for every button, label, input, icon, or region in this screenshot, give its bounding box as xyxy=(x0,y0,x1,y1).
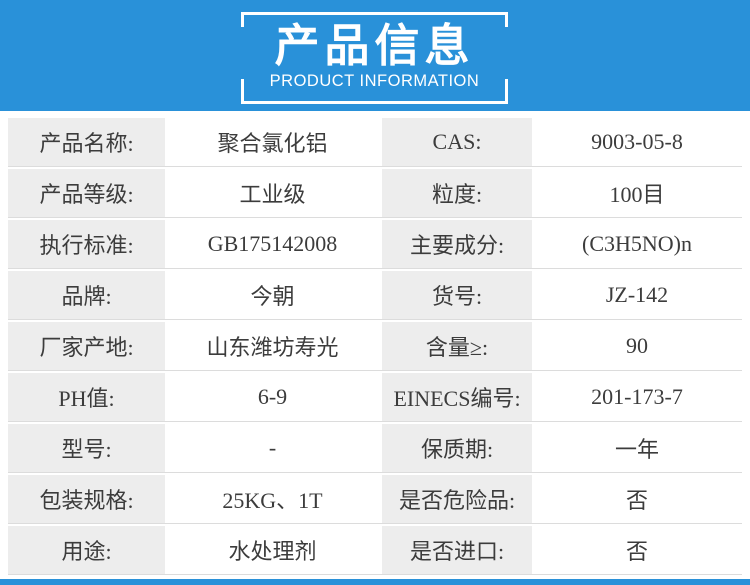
value-cell: 水处理剂 xyxy=(165,526,380,574)
table-row: 执行标准: GB175142008 主要成分: (C3H5NO)n xyxy=(8,220,742,269)
value-cell: 一年 xyxy=(532,424,742,472)
table-row: 型号: - 保质期: 一年 xyxy=(8,424,742,473)
value-cell: 25KG、1T xyxy=(165,475,380,523)
label-cell: 品牌: xyxy=(8,271,165,319)
table-row: 产品等级: 工业级 粒度: 100目 xyxy=(8,169,742,218)
label-cell: 产品名称: xyxy=(8,118,165,166)
label-cell: 保质期: xyxy=(380,424,532,472)
table-row: 厂家产地: 山东潍坊寿光 含量≥: 90 xyxy=(8,322,742,371)
frame-gap-right xyxy=(505,27,508,79)
label-cell: 是否危险品: xyxy=(380,475,532,523)
title-frame: 产品信息 PRODUCT INFORMATION xyxy=(241,12,508,104)
value-cell: 山东潍坊寿光 xyxy=(165,322,380,370)
table-row: 用途: 水处理剂 是否进口: 否 xyxy=(8,526,742,575)
label-cell: 是否进口: xyxy=(380,526,532,574)
label-cell: 产品等级: xyxy=(8,169,165,217)
page-title: 产品信息 xyxy=(274,20,475,71)
label-cell: PH值: xyxy=(8,373,165,421)
frame-gap-left xyxy=(241,27,244,79)
value-cell: 6-9 xyxy=(165,373,380,421)
value-cell: 聚合氯化铝 xyxy=(165,118,380,166)
label-cell: 包装规格: xyxy=(8,475,165,523)
value-cell: JZ-142 xyxy=(532,271,742,319)
product-spec-table: 产品名称: 聚合氯化铝 CAS: 9003-05-8 产品等级: 工业级 粒度:… xyxy=(8,118,742,577)
label-cell: 含量≥: xyxy=(380,322,532,370)
value-cell: 100目 xyxy=(532,169,742,217)
page-subtitle: PRODUCT INFORMATION xyxy=(269,71,480,90)
footer-accent-bar xyxy=(0,579,750,585)
header-banner: 产品信息 PRODUCT INFORMATION xyxy=(0,0,750,111)
label-cell: 厂家产地: xyxy=(8,322,165,370)
value-cell: GB175142008 xyxy=(165,220,380,268)
table-row: 品牌: 今朝 货号: JZ-142 xyxy=(8,271,742,320)
value-cell: 否 xyxy=(532,475,742,523)
table-row: PH值: 6-9 EINECS编号: 201-173-7 xyxy=(8,373,742,422)
label-cell: 型号: xyxy=(8,424,165,472)
label-cell: 粒度: xyxy=(380,169,532,217)
label-cell: 主要成分: xyxy=(380,220,532,268)
label-cell: CAS: xyxy=(380,118,532,166)
value-cell: (C3H5NO)n xyxy=(532,220,742,268)
value-cell: 9003-05-8 xyxy=(532,118,742,166)
table-row: 产品名称: 聚合氯化铝 CAS: 9003-05-8 xyxy=(8,118,742,167)
value-cell: 今朝 xyxy=(165,271,380,319)
label-cell: 执行标准: xyxy=(8,220,165,268)
value-cell: 90 xyxy=(532,322,742,370)
value-cell: 201-173-7 xyxy=(532,373,742,421)
label-cell: EINECS编号: xyxy=(380,373,532,421)
value-cell: 工业级 xyxy=(165,169,380,217)
value-cell: - xyxy=(165,424,380,472)
label-cell: 用途: xyxy=(8,526,165,574)
table-row: 包装规格: 25KG、1T 是否危险品: 否 xyxy=(8,475,742,524)
value-cell: 否 xyxy=(532,526,742,574)
label-cell: 货号: xyxy=(380,271,532,319)
